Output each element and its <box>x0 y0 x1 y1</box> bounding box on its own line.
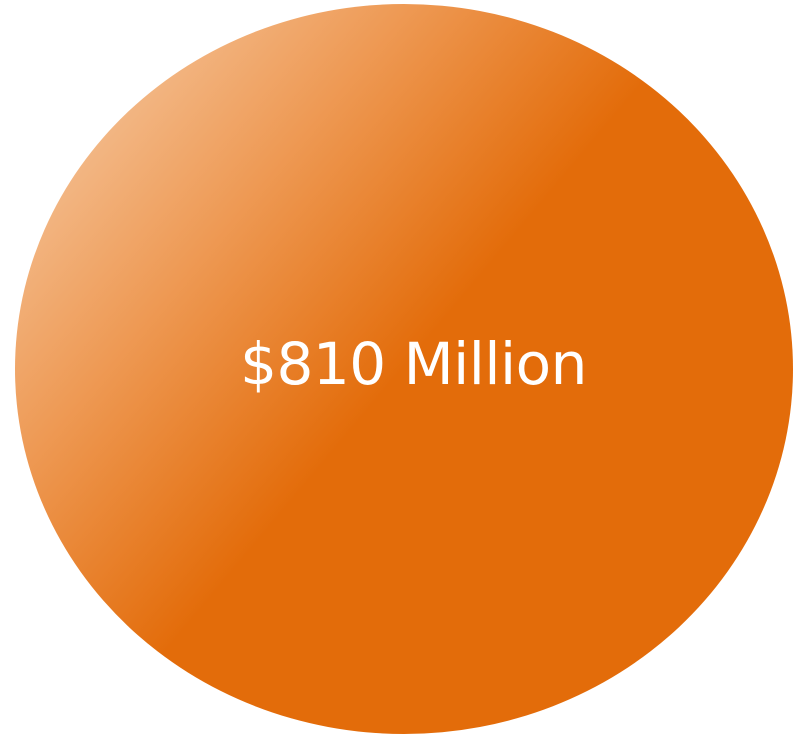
circle-gradient-fill <box>15 4 793 734</box>
orange-circle-shape <box>15 4 793 734</box>
